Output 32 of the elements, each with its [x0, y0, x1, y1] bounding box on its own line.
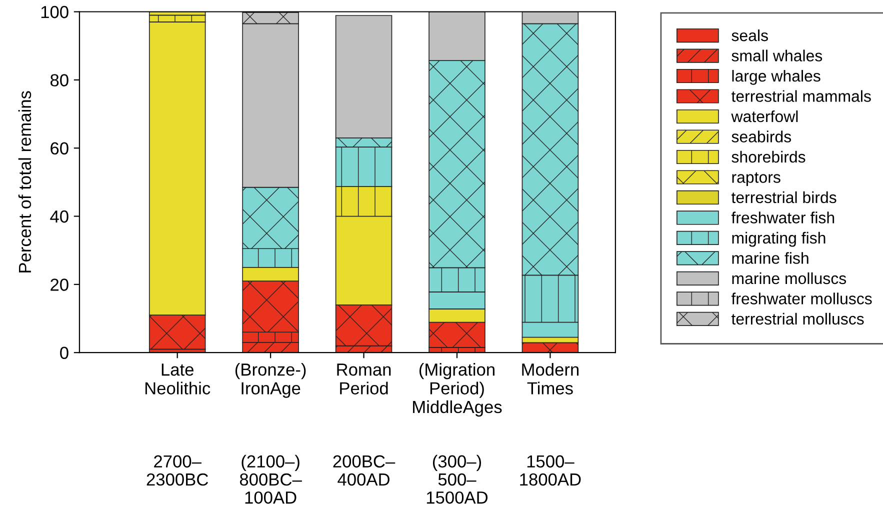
y-tick-label: 60 — [50, 142, 68, 155]
x-tick-label: (Bronze-) IronAge — [235, 363, 306, 398]
x-tick-label: (Migration Period) MiddleAges — [413, 363, 502, 417]
x-tick-label: Late Neolithic — [145, 364, 210, 394]
text: 1500– 1800AD — [520, 455, 581, 486]
x-tick-label: Modern Times — [522, 363, 579, 394]
legend-label: waterfowl — [731, 110, 798, 122]
legend-label: marine molluscs — [732, 272, 846, 284]
legend-label: shorebirds — [732, 150, 806, 163]
y-tick-label: 40 — [50, 210, 68, 223]
y-tick-label: 80 — [50, 74, 68, 86]
legend-label: freshwater molluscs — [731, 292, 872, 304]
y-tick-label: 0 — [60, 346, 68, 360]
y-tick-label: 100 — [41, 6, 68, 18]
legend-label: small whales — [732, 50, 822, 62]
text: 200BC– 400AD — [333, 455, 396, 486]
legend-label: seabirds — [732, 130, 792, 142]
legend-label: terrestrial mammals — [731, 90, 871, 102]
legend-label: terrestrial molluscs — [731, 312, 864, 325]
text: (2100–) 800BC– 100AD — [240, 454, 302, 504]
text: (300–) 500– 1500AD — [426, 454, 488, 504]
legend-label: raptors — [732, 172, 780, 186]
y-tick-label: 20 — [50, 278, 68, 291]
text: 2700– 2300BC — [146, 455, 208, 486]
x-tick-label: Roman Period — [337, 364, 391, 394]
y-axis-title: Percent of total remains — [18, 91, 32, 272]
legend-label: migrating fish — [732, 232, 826, 247]
legend-label: seals — [732, 29, 768, 42]
legend-label: freshwater fish — [731, 212, 834, 224]
legend-label: terrestrial birds — [731, 191, 836, 204]
legend-label: large whales — [732, 70, 820, 85]
legend-label: marine fish — [732, 252, 808, 264]
